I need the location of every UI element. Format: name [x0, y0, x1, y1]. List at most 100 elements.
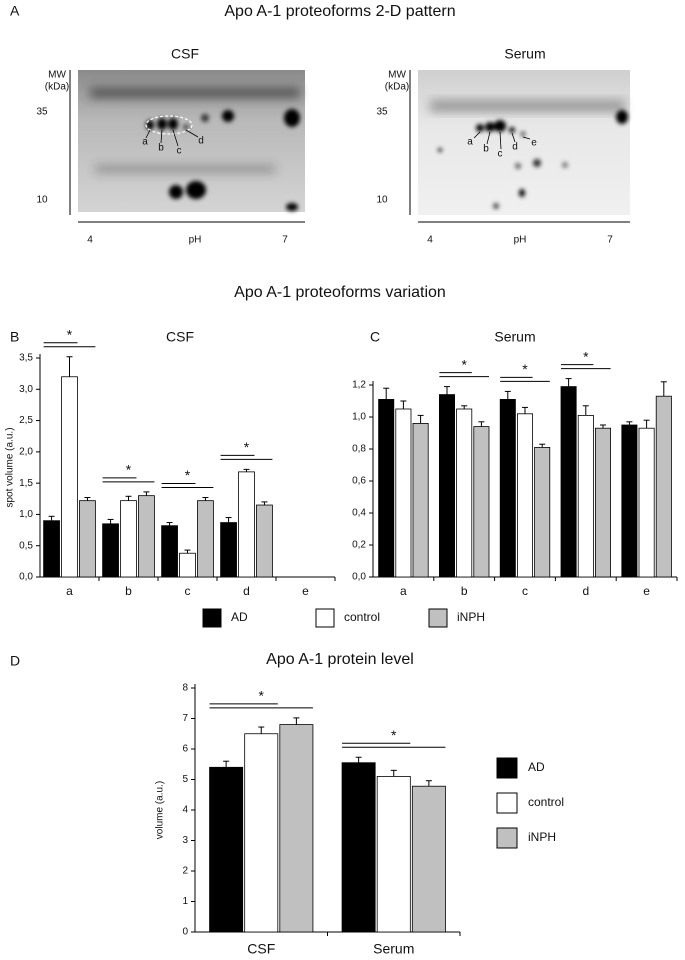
bar [238, 471, 255, 578]
bar [395, 408, 412, 578]
significance-star: * [391, 727, 397, 743]
y-tick-label: 2,5 [19, 415, 33, 426]
significance-star: * [259, 688, 265, 704]
y-tick-label: 8 [182, 683, 188, 694]
bar [534, 446, 551, 578]
legend-swatch [202, 608, 222, 628]
legend-label: control [344, 610, 380, 624]
y-tick-label: 0,0 [19, 572, 33, 583]
mw-tick-label: 10 [376, 195, 388, 206]
x-tick-label: e [643, 584, 650, 598]
y-tick-label: 0,2 [352, 540, 366, 551]
y-tick-label: 2 [182, 866, 188, 877]
x-tick-label: d [582, 584, 589, 598]
y-tick-label: 1,0 [352, 412, 366, 423]
y-tick-label: 1 [182, 896, 188, 907]
bar [244, 733, 279, 933]
mw-tick-label: 10 [36, 195, 48, 206]
mw-label: MW [388, 70, 406, 81]
bar [456, 408, 473, 578]
bar [621, 424, 638, 578]
y-tick-label: 1,5 [19, 478, 33, 489]
gel-title: Serum [504, 46, 545, 62]
y-tick-label: 6 [182, 744, 188, 755]
x-tick-label: a [400, 584, 407, 598]
legend-label: iNPH [528, 830, 556, 844]
legend-label: AD [528, 760, 545, 774]
bar [595, 427, 612, 578]
bar [161, 525, 178, 578]
legend-label: control [528, 795, 564, 809]
bar [61, 376, 78, 578]
bar [341, 762, 376, 933]
spot-label: a [467, 137, 473, 148]
y-axis-label: volume (a.u.) [155, 781, 166, 839]
y-tick-label: 1,0 [19, 509, 33, 520]
chart-title: Apo A-1 protein level [266, 651, 414, 668]
panel-letter: D [10, 653, 20, 669]
y-tick-label: 0,0 [352, 572, 366, 583]
y-tick-label: 3,5 [19, 353, 33, 364]
mw-tick-label: 35 [376, 107, 388, 118]
y-tick-label: 3 [182, 835, 188, 846]
y-tick-label: 4 [182, 805, 188, 816]
spot-label: d [198, 136, 204, 147]
bar [411, 785, 446, 933]
panel-letter: B [10, 329, 19, 345]
x-tick-label: b [461, 584, 468, 598]
significance-star: * [185, 467, 191, 483]
bar [179, 552, 196, 578]
spot-label: c [498, 149, 503, 160]
bar [499, 398, 516, 578]
bar [43, 520, 60, 578]
spot-label: d [512, 142, 518, 153]
x-tick-label: CSF [247, 941, 275, 957]
legend-swatch [428, 608, 448, 628]
legend-swatch [496, 757, 518, 779]
gel-image-csf [78, 70, 305, 212]
ph-tick-label: 4 [427, 235, 433, 246]
bar [138, 495, 155, 578]
x-tick-label: a [66, 584, 73, 598]
significance-star: * [244, 439, 250, 455]
mw-label: (kDa) [45, 82, 69, 93]
bar [412, 422, 429, 578]
bar [638, 427, 655, 578]
ph-tick-label: 4 [87, 235, 93, 246]
panel-letter: C [370, 329, 380, 345]
spot-label: c [177, 146, 182, 157]
y-tick-label: 0,5 [19, 540, 33, 551]
panel-letter: A [10, 3, 20, 19]
legend-swatch [496, 827, 518, 849]
bar [197, 500, 214, 578]
y-tick-label: 3,0 [19, 384, 33, 395]
legend-swatch [315, 608, 335, 628]
spot-label: e [531, 138, 537, 149]
legend-swatch [496, 792, 518, 814]
gel-title: CSF [171, 46, 199, 62]
bar [220, 522, 237, 578]
y-tick-label: 0,6 [352, 476, 366, 487]
panel-title: Apo A-1 proteoforms 2-D pattern [224, 3, 455, 20]
bar [376, 776, 411, 933]
y-tick-label: 0,8 [352, 444, 366, 455]
bar [655, 395, 672, 578]
bar [560, 386, 577, 578]
y-tick-label: 0,4 [352, 508, 366, 519]
ph-label: pH [514, 235, 527, 246]
ph-tick-label: 7 [282, 235, 288, 246]
significance-star: * [583, 348, 589, 364]
legend-label: AD [231, 610, 248, 624]
y-tick-label: 5 [182, 774, 188, 785]
y-tick-label: 7 [182, 713, 188, 724]
x-tick-label: c [522, 584, 528, 598]
bar [378, 398, 395, 578]
ph-label: pH [189, 235, 202, 246]
spot-label: a [142, 137, 148, 148]
mw-tick-label: 35 [36, 107, 48, 118]
spot-label: b [158, 143, 164, 154]
bar [79, 500, 96, 578]
bar [473, 426, 490, 578]
x-tick-label: d [243, 584, 250, 598]
x-tick-label: Serum [373, 941, 414, 957]
